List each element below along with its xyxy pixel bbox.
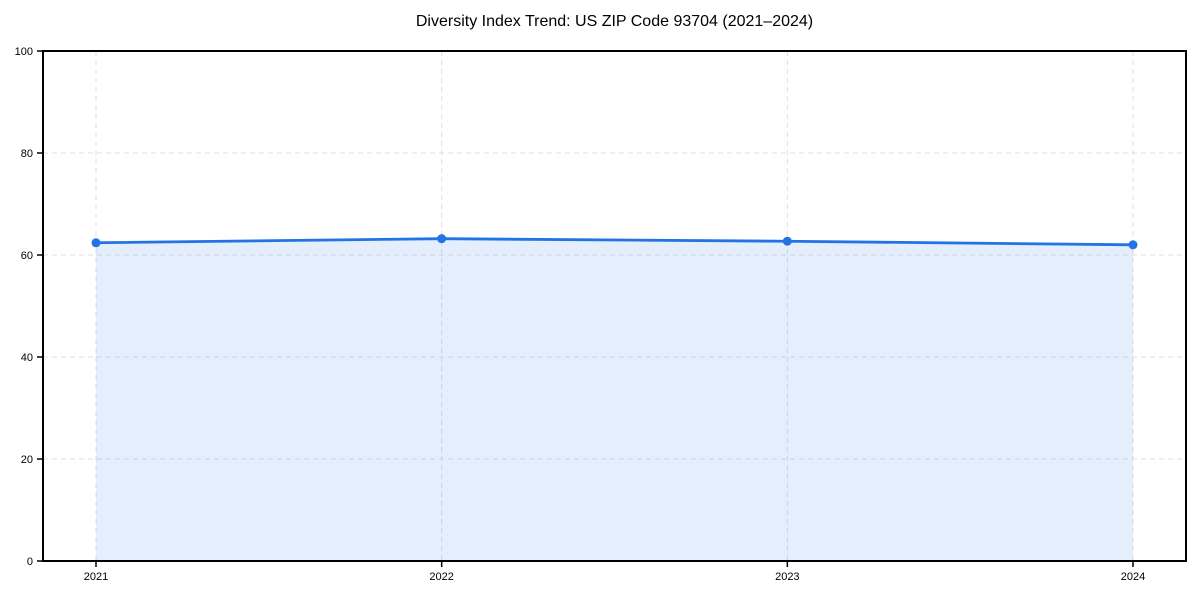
data-point-2023	[782, 236, 792, 246]
x-tick-label-2022: 2022	[429, 571, 453, 583]
y-tick-label-0: 0	[27, 556, 33, 568]
chart-title: Diversity Index Trend: US ZIP Code 93704…	[415, 13, 814, 30]
x-tick-label-2021: 2021	[84, 571, 108, 583]
data-point-2022	[437, 234, 447, 244]
x-tick-label-2023: 2023	[775, 571, 799, 583]
y-tick-label-40: 40	[21, 352, 33, 364]
y-tick-label-100: 100	[15, 46, 33, 58]
y-tick-label-60: 60	[21, 250, 33, 262]
plot-border	[42, 50, 1187, 562]
y-tick-label-80: 80	[21, 148, 33, 160]
trend-line	[94, 237, 1135, 247]
x-tick-label-2024: 2024	[1121, 571, 1145, 583]
area-fill	[96, 238, 1133, 561]
data-point-2021	[91, 238, 101, 248]
data-point-2024	[1128, 240, 1138, 250]
y-tick-label-20: 20	[21, 454, 33, 466]
